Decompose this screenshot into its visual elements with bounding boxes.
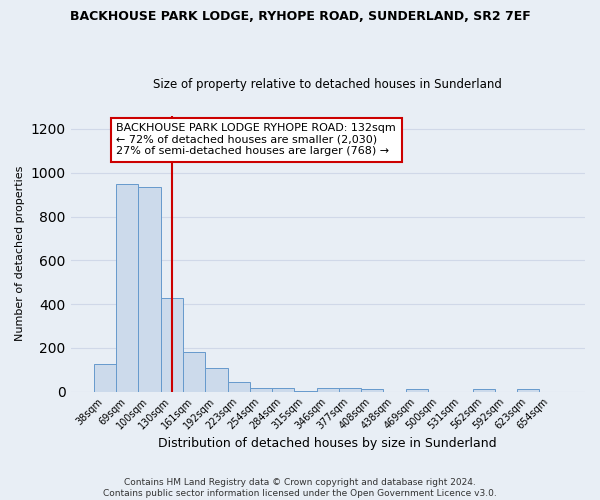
Bar <box>183 352 205 392</box>
Bar <box>227 382 250 392</box>
Bar <box>317 388 339 392</box>
Bar <box>339 388 361 392</box>
Bar <box>94 364 116 392</box>
Bar <box>205 368 227 392</box>
Bar <box>295 390 317 392</box>
Bar <box>406 390 428 392</box>
X-axis label: Distribution of detached houses by size in Sunderland: Distribution of detached houses by size … <box>158 437 497 450</box>
Bar <box>272 388 295 392</box>
Text: BACKHOUSE PARK LODGE, RYHOPE ROAD, SUNDERLAND, SR2 7EF: BACKHOUSE PARK LODGE, RYHOPE ROAD, SUNDE… <box>70 10 530 23</box>
Y-axis label: Number of detached properties: Number of detached properties <box>15 166 25 342</box>
Bar <box>361 390 383 392</box>
Bar <box>161 298 183 392</box>
Bar <box>250 388 272 392</box>
Title: Size of property relative to detached houses in Sunderland: Size of property relative to detached ho… <box>154 78 502 91</box>
Bar <box>116 184 139 392</box>
Text: BACKHOUSE PARK LODGE RYHOPE ROAD: 132sqm
← 72% of detached houses are smaller (2: BACKHOUSE PARK LODGE RYHOPE ROAD: 132sqm… <box>116 124 396 156</box>
Bar <box>517 389 539 392</box>
Bar <box>473 390 495 392</box>
Text: Contains HM Land Registry data © Crown copyright and database right 2024.
Contai: Contains HM Land Registry data © Crown c… <box>103 478 497 498</box>
Bar <box>139 187 161 392</box>
